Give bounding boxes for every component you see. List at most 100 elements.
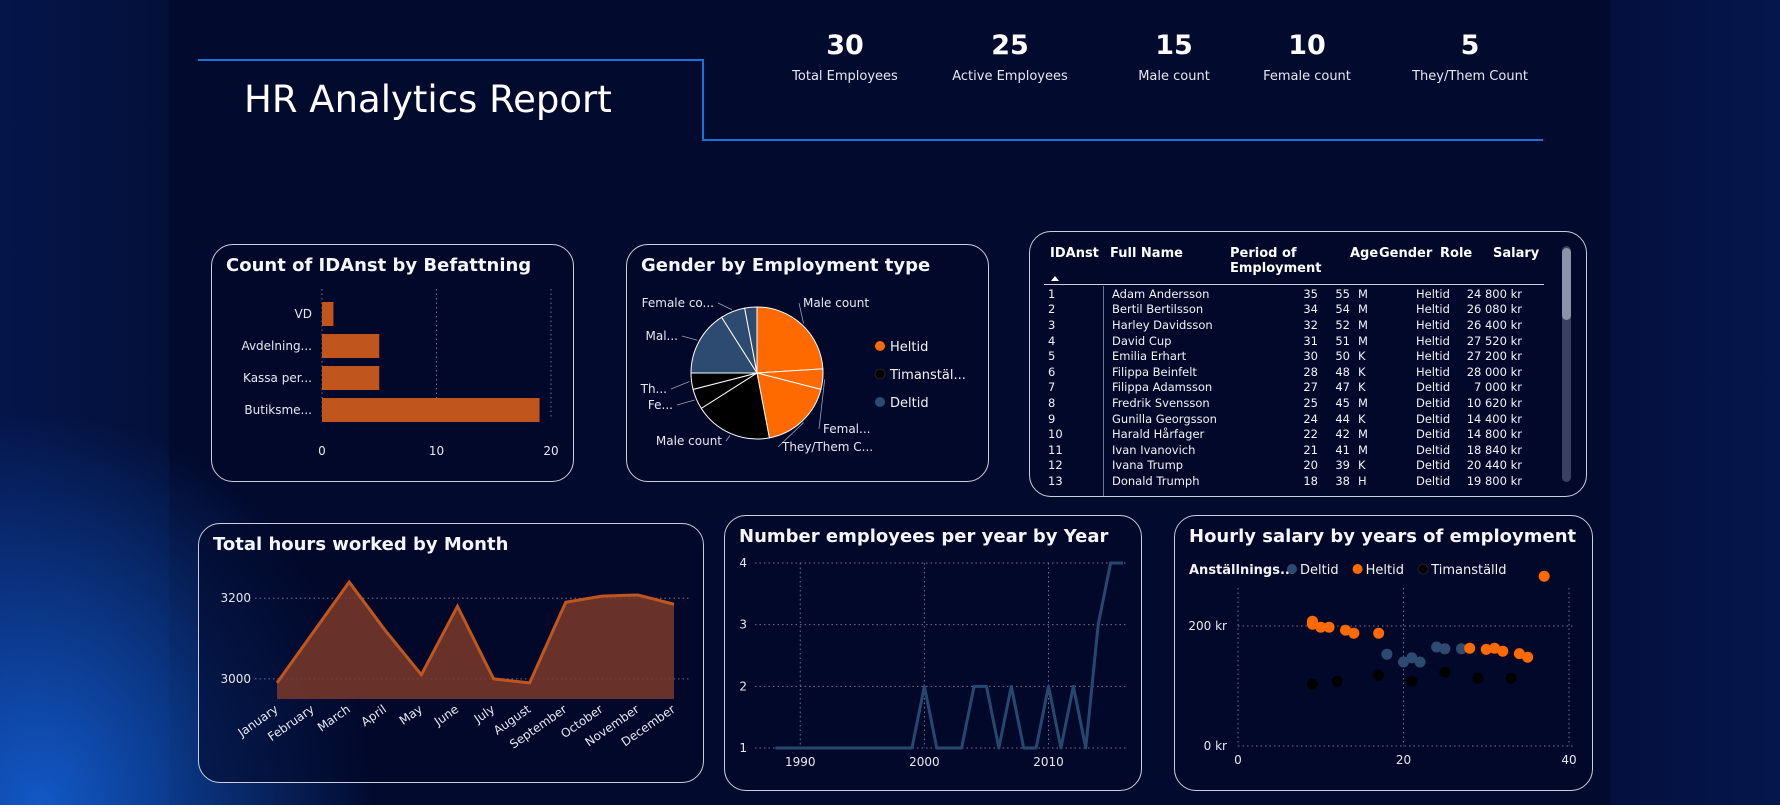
table-cell: M [1358, 442, 1368, 457]
pie-leader-line [670, 381, 690, 390]
scatter-point [1315, 621, 1327, 633]
table-row[interactable]: 7 Filippa Adamsson 27 47 K Deltid 7 000 kr [1044, 380, 1526, 396]
col-header-role[interactable]: Role [1440, 246, 1473, 261]
table-cell: Fredrik Svensson [1112, 395, 1210, 410]
scatter-point [1373, 627, 1385, 639]
scatter-point [1414, 656, 1426, 668]
table-cell: Ivan Ivanovich [1112, 442, 1196, 457]
scatter-point [1480, 643, 1492, 655]
table-cell: Deltid [1416, 395, 1451, 410]
category-label: Kassa per... [243, 371, 312, 385]
scatter-point [1505, 672, 1517, 684]
table-row[interactable]: 4 David Cup 31 51 M Heltid 27 520 kr [1044, 333, 1526, 349]
scatter-point [1522, 651, 1534, 663]
table-row[interactable]: 6 Filippa Beinfelt 28 48 K Heltid 28 000 kr [1044, 364, 1526, 380]
scrollbar-thumb[interactable] [1562, 248, 1571, 320]
table-cell: 39 [1335, 458, 1350, 473]
table-cell: M [1358, 302, 1368, 317]
col-header-full-name[interactable]: Full Name [1110, 246, 1183, 261]
table-row[interactable]: 1 Adam Andersson 35 55 M Heltid 24 800 kr [1044, 286, 1526, 302]
table-row[interactable]: 2 Bertil Bertilsson 34 54 M Heltid 26 080 kr [1044, 302, 1526, 318]
kpi-label: Male count [1138, 69, 1210, 84]
table-cell: M [1358, 286, 1368, 301]
chart-title: Total hours worked by Month [213, 534, 509, 555]
table-cell: K [1358, 411, 1366, 426]
scatter-point [1306, 678, 1318, 690]
panel-employees-table[interactable]: IDAnst Full Name Period of Employment Ag… [1029, 231, 1587, 497]
area-fill [277, 582, 674, 699]
col-header-idanst[interactable]: IDAnst [1050, 246, 1099, 261]
table-cell: 32 [1303, 317, 1318, 332]
pie-leader-line [725, 435, 731, 442]
legend-marker [875, 341, 885, 351]
kpi-label: Female count [1263, 69, 1351, 84]
table-body: 1 Adam Andersson 35 55 M Heltid 24 800 kr 2 Bert… [1044, 286, 1526, 489]
panel-hours-month[interactable]: Total hours worked by Month 3000 3200 Janu… [198, 523, 704, 783]
table-cell: 47 [1335, 380, 1350, 395]
table-cell: 31 [1303, 333, 1318, 348]
legend-label: Timanstäl... [889, 368, 966, 383]
panel-salary-years[interactable]: Hourly salary by years of employment Ans… [1174, 515, 1593, 791]
legend-label: Deltid [890, 396, 929, 411]
table-cell: 50 [1335, 349, 1350, 364]
category-label: VD [295, 307, 312, 321]
table-cell: Deltid [1416, 473, 1451, 488]
legend-marker [1352, 564, 1363, 574]
chart-title: Count of IDAnst by Befattning [226, 255, 532, 276]
y-tick-label: 2 [739, 679, 747, 693]
table-cell: 8 [1048, 395, 1056, 410]
chart-title: Hourly salary by years of employment [1189, 526, 1577, 547]
scatter-point [1497, 645, 1509, 657]
table-row[interactable]: 8 Fredrik Svensson 25 45 M Deltid 10 620 kr [1044, 395, 1526, 411]
x-tick-label: 1990 [785, 755, 816, 769]
y-tick-label: 1 [739, 741, 747, 755]
report-title: HR Analytics Report [244, 78, 612, 121]
scatter-point [1538, 570, 1550, 582]
col-header-gender[interactable]: Gender [1379, 246, 1433, 261]
table-row[interactable]: 10 Harald Hårfager 22 42 M Deltid 14 800 kr [1044, 426, 1526, 442]
legend-marker [1287, 564, 1297, 574]
table-cell: Heltid [1416, 286, 1450, 301]
table-cell: 5 [1048, 349, 1056, 364]
y-tick-label: 3200 [220, 591, 251, 605]
scatter-point [1513, 648, 1525, 660]
x-tick-label: 0 [1234, 753, 1242, 767]
table-cell: Harley Davidsson [1112, 317, 1213, 332]
table-row[interactable]: 11 Ivan Ivanovich 21 41 M Deltid 18 840 kr [1044, 442, 1526, 458]
table-cell: 3 [1048, 317, 1056, 332]
col-header-period[interactable]: Period of Employment [1230, 246, 1322, 276]
col-header-salary[interactable]: Salary [1493, 246, 1540, 261]
table-cell: 41 [1335, 442, 1350, 457]
table-cell: 4 [1048, 333, 1056, 348]
table-row[interactable]: 12 Ivana Trump 20 39 K Deltid 20 440 kr [1044, 458, 1526, 474]
table-row[interactable]: 9 Gunilla Georgsson 24 44 K Deltid 14 400 kr [1044, 411, 1526, 427]
kpi-label: Active Employees [952, 69, 1068, 84]
kpi-male-count: 15 Male count [1104, 30, 1244, 84]
panel-employees-year[interactable]: Number employees per year by Year 1 2 3 4 19… [724, 515, 1142, 791]
table-cell: M [1358, 333, 1368, 348]
table-cell: 55 [1335, 286, 1350, 301]
table-cell: 13 [1048, 473, 1063, 488]
scatter-point [1464, 642, 1476, 654]
pie-label: Th... [640, 382, 667, 396]
table-cell: Deltid [1416, 427, 1451, 442]
table-row[interactable]: 13 Donald Trumph 18 38 H Deltid 19 800 kr [1044, 473, 1526, 489]
table-cell: K [1358, 458, 1366, 473]
table-cell: K [1358, 364, 1366, 379]
panel-befattning[interactable]: Count of IDAnst by Befattning 0 10 20 VD Avd… [211, 244, 574, 482]
table-cell: 2 [1048, 302, 1056, 317]
table-row[interactable]: 3 Harley Davidsson 32 52 M Heltid 26 400 kr [1044, 317, 1526, 333]
sort-ascending-icon[interactable] [1050, 275, 1060, 283]
table-cell: 18 [1303, 473, 1318, 488]
table-cell: 44 [1335, 411, 1350, 426]
table-row[interactable]: 5 Emilia Erhart 30 50 K Heltid 27 200 kr [1044, 348, 1526, 364]
pie-label: Fe... [648, 398, 673, 412]
pie-label: They/Them C... [781, 440, 873, 454]
table-cell: 24 [1303, 411, 1318, 426]
col-header-age[interactable]: Age [1350, 246, 1379, 261]
table-cell: 27 520 kr [1466, 333, 1522, 348]
table-scrollbar[interactable] [1562, 246, 1571, 482]
table-cell: 9 [1048, 411, 1056, 426]
panel-gender-pie[interactable]: Gender by Employment type Male count Fema… [626, 244, 989, 482]
table-cell: David Cup [1112, 333, 1172, 348]
